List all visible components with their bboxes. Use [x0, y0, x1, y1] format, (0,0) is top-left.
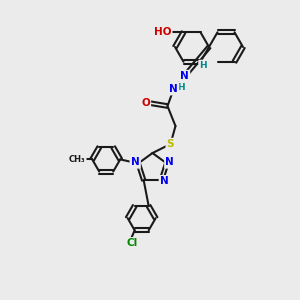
- Text: S: S: [167, 139, 174, 149]
- Text: N: N: [169, 84, 178, 94]
- Text: HO: HO: [154, 27, 171, 37]
- Text: N: N: [131, 158, 140, 167]
- Text: O: O: [141, 98, 150, 108]
- Text: H: H: [177, 82, 184, 91]
- Text: Cl: Cl: [126, 238, 137, 248]
- Text: N: N: [165, 158, 174, 167]
- Text: CH₃: CH₃: [69, 155, 85, 164]
- Text: N: N: [160, 176, 169, 186]
- Text: N: N: [180, 71, 189, 81]
- Text: H: H: [199, 61, 207, 70]
